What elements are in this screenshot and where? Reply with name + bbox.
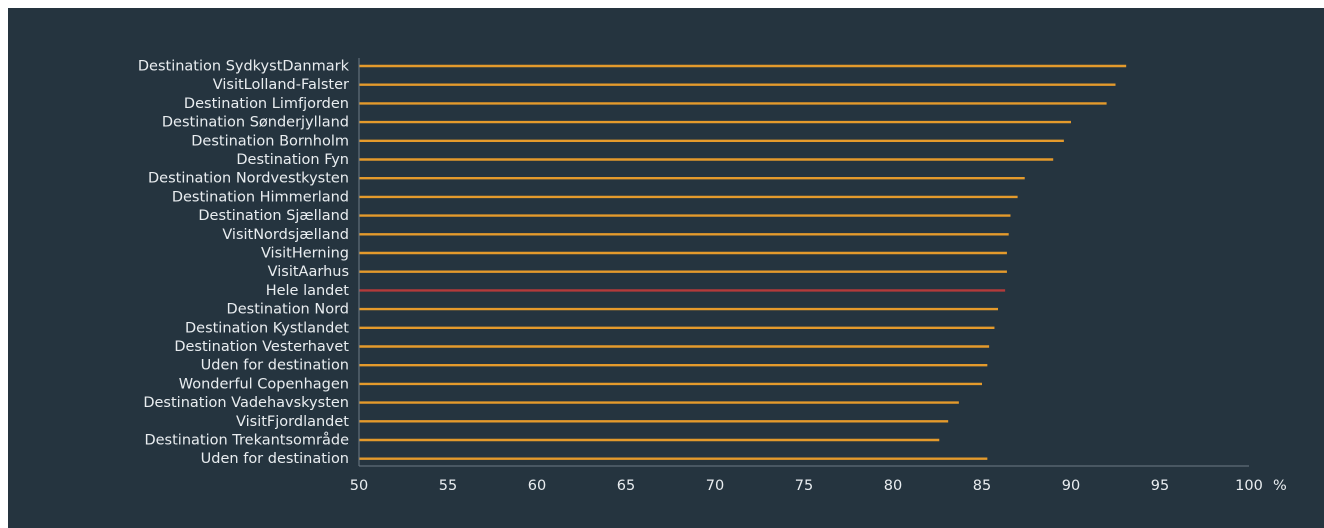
category-label: Destination SydkystDanmark (138, 59, 350, 75)
x-tick-label: 60 (528, 478, 546, 494)
chart-panel: Destination SydkystDanmark VisitLolland-F… (8, 8, 1324, 528)
x-tick-label: 75 (795, 478, 813, 494)
category-label: Destination Vadehavskysten (143, 395, 349, 411)
category-label: VisitHerning (261, 246, 349, 262)
category-label: Destination Fyn (236, 152, 349, 168)
horizontal-bar-chart: Destination SydkystDanmark VisitLolland-F… (138, 58, 1287, 494)
category-label: VisitLolland-Falster (213, 77, 349, 93)
bars (359, 64, 1127, 460)
x-tick-label: 50 (350, 478, 368, 494)
category-label: Destination Kystlandet (185, 320, 349, 336)
x-tick-label: 70 (706, 478, 724, 494)
category-label: Wonderful Copenhagen (179, 376, 349, 392)
category-label: Destination Bornholm (191, 133, 349, 149)
category-label: Destination Sjælland (198, 208, 349, 224)
category-label: Uden for destination (201, 358, 349, 374)
category-label: VisitAarhus (268, 264, 349, 280)
category-label: Hele landet (266, 283, 350, 299)
x-tick-label: 90 (1062, 478, 1080, 494)
category-label: Destination Limfjorden (184, 96, 349, 112)
category-label: Destination Nordvestkysten (148, 171, 349, 187)
category-label: Uden for destination (201, 451, 349, 467)
category-label: Destination Nord (227, 302, 349, 318)
category-label: Destination Vesterhavet (174, 339, 349, 355)
x-tick-label: 100 (1235, 478, 1263, 494)
category-label: VisitFjordlandet (236, 414, 349, 430)
category-label: Destination Sønderjylland (162, 115, 349, 131)
x-tick-label: 95 (1151, 478, 1169, 494)
x-tick-label: 55 (439, 478, 457, 494)
category-label: VisitNordsjælland (222, 227, 349, 243)
x-tick-label: 65 (617, 478, 635, 494)
category-label: Destination Trekantsområde (144, 432, 349, 449)
x-tick-labels: 50 55 60 65 70 75 80 85 90 95 100 (350, 478, 1263, 494)
x-tick-label: 85 (973, 478, 991, 494)
x-tick-label: 80 (884, 478, 902, 494)
category-label: Destination Himmerland (172, 189, 349, 205)
x-axis-unit-label: % (1273, 478, 1287, 494)
category-labels: Destination SydkystDanmark VisitLolland-F… (138, 59, 350, 468)
